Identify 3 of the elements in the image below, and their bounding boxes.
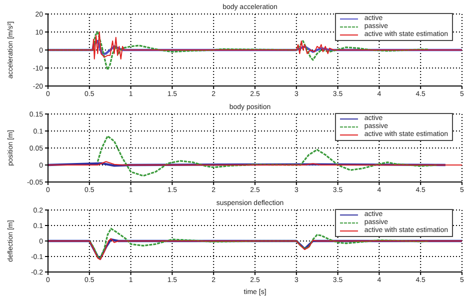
line-series (96, 135, 438, 177)
line-series (48, 32, 462, 60)
line-series (48, 40, 462, 55)
